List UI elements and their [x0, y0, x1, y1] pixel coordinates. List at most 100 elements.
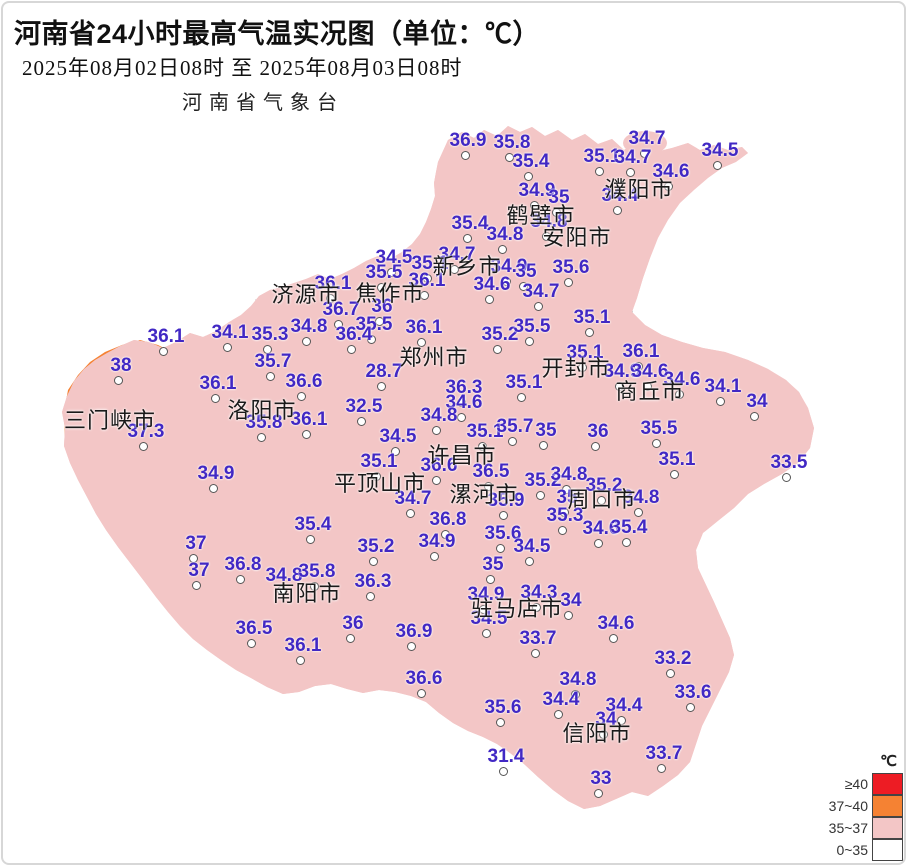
city-label: 商丘市 — [615, 379, 685, 404]
date-range: 2025年08月02日08时 至 2025年08月03日08时 — [22, 56, 463, 80]
station-dot — [407, 642, 416, 651]
station-temp: 34.6 — [652, 161, 690, 182]
station-dot — [657, 764, 666, 773]
station-temp: 34.8 — [530, 211, 568, 232]
station-temp: 35.3 — [546, 505, 584, 526]
legend-unit: ℃ — [880, 753, 897, 770]
legend-swatch-0-35 — [872, 838, 903, 861]
station-temp: 36.7 — [322, 299, 360, 320]
station-dot — [499, 767, 508, 776]
station-dot — [594, 539, 603, 548]
station-temp: 36 — [371, 296, 393, 317]
station-dot — [552, 208, 561, 217]
city-label: 洛阳市 — [227, 398, 297, 423]
station-temp: 35.1 — [360, 451, 398, 472]
station-temp: 36.1 — [408, 270, 446, 291]
city-label: 开封市 — [541, 356, 611, 381]
station-dot — [585, 328, 594, 337]
station-dot — [266, 372, 275, 381]
station-dot — [417, 689, 426, 698]
station-temp: 35.8 — [245, 412, 283, 433]
station-temp: 35.7 — [496, 416, 534, 437]
station-temp: 36.1 — [314, 273, 352, 294]
station-temp: 35.8 — [493, 132, 531, 153]
station-dot — [391, 447, 400, 456]
station-dot — [530, 201, 539, 210]
station-dot — [502, 277, 511, 286]
station-temp: 35 — [515, 261, 537, 282]
station-temp: 36 — [342, 613, 364, 634]
station-dot — [482, 629, 491, 638]
legend: ℃ ≥40 37~40 35~37 0~35 — [829, 752, 903, 861]
station-temp: 28.7 — [365, 361, 403, 382]
station-temp: 34.4 — [601, 185, 639, 206]
station-dot — [597, 496, 606, 505]
station-dot — [302, 430, 311, 439]
station-temp: 35.9 — [487, 490, 525, 511]
station-dot — [643, 382, 652, 391]
legend-swatch-35-37 — [872, 816, 903, 839]
station-temp: 35.1 — [505, 372, 543, 393]
station-dot — [615, 382, 624, 391]
station-temp: 35.6 — [552, 257, 590, 278]
station-dot — [457, 398, 466, 407]
station-temp: 34.5 — [470, 608, 508, 629]
station-temp: 36.1 — [199, 373, 237, 394]
station-temp: 35.4 — [610, 517, 648, 538]
station-dot — [716, 397, 725, 406]
station-dot — [297, 392, 306, 401]
station-temp: 34.5 — [379, 426, 417, 447]
station-dot — [578, 363, 587, 372]
station-temp: 35 — [556, 487, 578, 508]
station-temp: 34.9 — [197, 463, 235, 484]
station-dot — [159, 347, 168, 356]
station-dot — [478, 442, 487, 451]
station-temp: 34.8 — [486, 224, 524, 245]
station-dot — [652, 439, 661, 448]
station-dot — [534, 302, 543, 311]
station-dot — [634, 508, 643, 517]
station-temp: 34.7 — [394, 488, 432, 509]
station-temp: 36.3 — [445, 377, 483, 398]
station-temp: 36 — [587, 421, 609, 442]
station-dot — [675, 390, 684, 399]
station-dot — [484, 482, 493, 491]
station-temp: 34.9 — [467, 584, 505, 605]
station-dot — [357, 417, 366, 426]
city-label: 漯河市 — [449, 482, 519, 507]
station-dot — [525, 337, 534, 346]
station-dot — [192, 581, 201, 590]
station-temp: 35.5 — [365, 262, 403, 283]
station-temp: 34.6 — [663, 369, 701, 390]
station-dot — [247, 639, 256, 648]
station-temp: 35.5 — [513, 316, 551, 337]
station-dot — [666, 669, 675, 678]
station-temp: 34 — [595, 709, 617, 730]
station-temp: 35.5 — [640, 418, 678, 439]
station-dot — [406, 509, 415, 518]
station-temp: 36.1 — [290, 409, 328, 430]
station-dot — [531, 649, 540, 658]
legend-label-0-35: 0~35 — [836, 842, 868, 858]
station-temp: 34.7 — [628, 128, 666, 149]
station-dot — [609, 634, 618, 643]
station-temp: 34.9 — [490, 256, 528, 277]
legend-row: 0~35 — [829, 838, 903, 861]
station-dot — [562, 485, 571, 494]
station-temp: 34.6 — [597, 613, 635, 634]
station-temp: 33.2 — [654, 648, 692, 669]
page-title: 河南省24小时最高气温实况图（单位：℃） — [14, 19, 541, 49]
station-temp: 36.8 — [224, 554, 262, 575]
station-temp: 36.6 — [285, 371, 323, 392]
city-label: 濮阳市 — [604, 177, 674, 202]
station-dot — [564, 278, 573, 287]
station-temp: 34.7 — [438, 244, 476, 265]
station-dot — [296, 656, 305, 665]
station-temp: 36.5 — [235, 618, 273, 639]
station-temp: 36.1 — [284, 635, 322, 656]
station-dot — [420, 291, 429, 300]
station-temp: 34.8 — [420, 405, 458, 426]
station-dot — [554, 710, 563, 719]
station-dot — [486, 575, 495, 584]
station-dot — [505, 153, 514, 162]
